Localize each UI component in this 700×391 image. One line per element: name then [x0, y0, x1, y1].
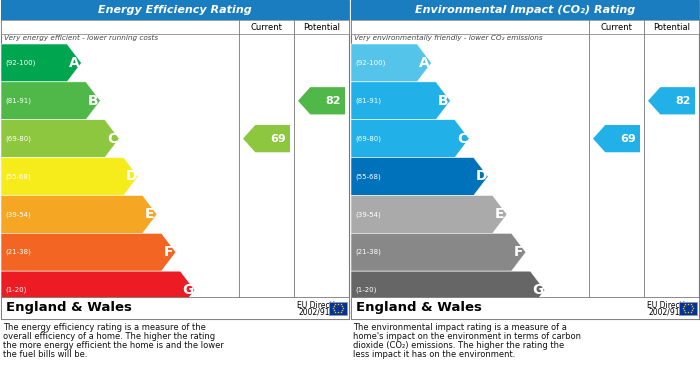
- Polygon shape: [1, 82, 100, 120]
- Polygon shape: [351, 120, 469, 158]
- Text: dioxide (CO₂) emissions. The higher the rating the: dioxide (CO₂) emissions. The higher the …: [353, 341, 564, 350]
- Polygon shape: [648, 87, 695, 115]
- Text: Very environmentally friendly - lower CO₂ emissions: Very environmentally friendly - lower CO…: [354, 35, 542, 41]
- Text: EU Directive: EU Directive: [298, 301, 344, 310]
- Text: (81-91): (81-91): [355, 97, 381, 104]
- Polygon shape: [1, 120, 119, 158]
- Text: England & Wales: England & Wales: [356, 301, 482, 314]
- Polygon shape: [298, 87, 345, 115]
- Text: (69-80): (69-80): [355, 135, 381, 142]
- Text: A: A: [69, 56, 80, 70]
- Text: Potential: Potential: [653, 23, 690, 32]
- Text: E: E: [495, 207, 504, 221]
- Polygon shape: [243, 125, 290, 152]
- Text: C: C: [457, 132, 467, 145]
- Polygon shape: [1, 196, 157, 233]
- Text: Not energy efficient - higher running costs: Not energy efficient - higher running co…: [4, 309, 158, 315]
- Bar: [1, 297, 349, 319]
- Text: F: F: [164, 245, 173, 259]
- Text: Current: Current: [601, 23, 632, 32]
- Text: (69-80): (69-80): [5, 135, 31, 142]
- Bar: [351, 0, 699, 20]
- Bar: [1, 0, 349, 20]
- Text: E: E: [145, 207, 154, 221]
- Text: the more energy efficient the home is and the lower: the more energy efficient the home is an…: [3, 341, 224, 350]
- Text: B: B: [438, 94, 449, 108]
- Bar: [679, 301, 697, 314]
- Polygon shape: [1, 271, 195, 309]
- Text: Potential: Potential: [303, 23, 340, 32]
- Text: Environmental Impact (CO₂) Rating: Environmental Impact (CO₂) Rating: [415, 5, 635, 15]
- Bar: [351, 20, 699, 34]
- Text: B: B: [88, 94, 99, 108]
- Text: less impact it has on the environment.: less impact it has on the environment.: [353, 350, 515, 359]
- Polygon shape: [1, 158, 138, 196]
- Bar: [329, 301, 347, 314]
- Text: home's impact on the environment in terms of carbon: home's impact on the environment in term…: [353, 332, 581, 341]
- Text: (21-38): (21-38): [5, 249, 31, 255]
- Text: overall efficiency of a home. The higher the rating: overall efficiency of a home. The higher…: [3, 332, 215, 341]
- Text: (55-68): (55-68): [355, 173, 381, 180]
- Text: (92-100): (92-100): [355, 60, 386, 66]
- Polygon shape: [1, 233, 176, 271]
- Polygon shape: [351, 233, 526, 271]
- Text: (55-68): (55-68): [5, 173, 31, 180]
- Text: the fuel bills will be.: the fuel bills will be.: [3, 350, 88, 359]
- Text: Very energy efficient - lower running costs: Very energy efficient - lower running co…: [4, 35, 158, 41]
- Text: Current: Current: [251, 23, 282, 32]
- Text: 2002/91/EC: 2002/91/EC: [299, 307, 343, 316]
- Text: The environmental impact rating is a measure of a: The environmental impact rating is a mea…: [353, 323, 567, 332]
- Text: (92-100): (92-100): [5, 60, 36, 66]
- Polygon shape: [351, 82, 450, 120]
- Polygon shape: [593, 125, 640, 152]
- Text: EU Directive: EU Directive: [648, 301, 694, 310]
- Text: England & Wales: England & Wales: [6, 301, 132, 314]
- Text: 82: 82: [676, 96, 691, 106]
- Polygon shape: [351, 196, 507, 233]
- Text: G: G: [183, 283, 194, 297]
- Polygon shape: [351, 271, 545, 309]
- Bar: [1, 0, 349, 319]
- Text: G: G: [533, 283, 544, 297]
- Text: (1-20): (1-20): [355, 287, 377, 293]
- Text: Energy Efficiency Rating: Energy Efficiency Rating: [98, 5, 252, 15]
- Text: 69: 69: [620, 134, 636, 143]
- Bar: [351, 297, 699, 319]
- Text: (81-91): (81-91): [5, 97, 31, 104]
- Text: Not environmentally friendly - higher CO₂ emissions: Not environmentally friendly - higher CO…: [354, 309, 542, 315]
- Polygon shape: [1, 44, 81, 82]
- Text: The energy efficiency rating is a measure of the: The energy efficiency rating is a measur…: [3, 323, 206, 332]
- Bar: [351, 0, 699, 319]
- Text: A: A: [419, 56, 430, 70]
- Text: (1-20): (1-20): [5, 287, 27, 293]
- Text: (39-54): (39-54): [5, 211, 31, 218]
- Text: 2002/91/EC: 2002/91/EC: [649, 307, 693, 316]
- Bar: [1, 20, 349, 34]
- Text: (21-38): (21-38): [355, 249, 381, 255]
- Text: D: D: [476, 170, 487, 183]
- Polygon shape: [351, 158, 488, 196]
- Text: 69: 69: [270, 134, 286, 143]
- Polygon shape: [351, 44, 431, 82]
- Text: (39-54): (39-54): [355, 211, 381, 218]
- Text: D: D: [126, 170, 137, 183]
- Text: C: C: [107, 132, 117, 145]
- Text: F: F: [514, 245, 523, 259]
- Text: 82: 82: [326, 96, 341, 106]
